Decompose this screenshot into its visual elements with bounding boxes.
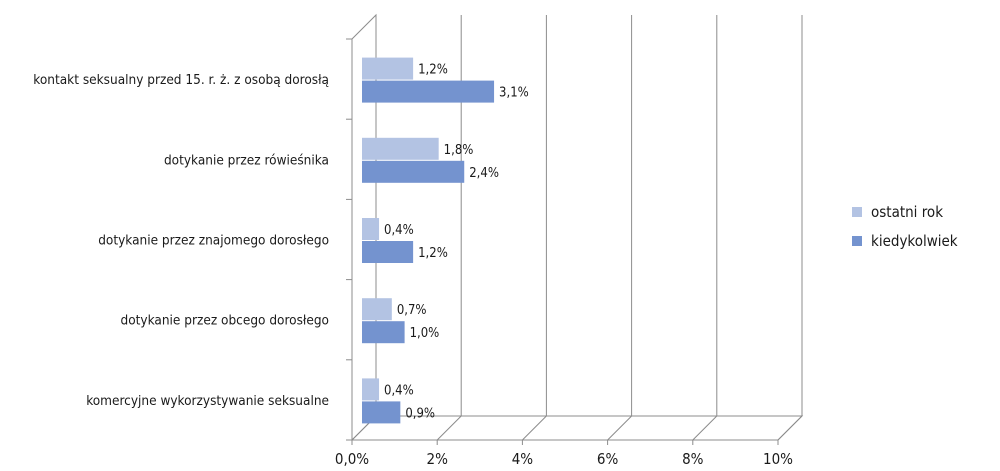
category-label: dotykanie przez znajomego dorosłego (98, 233, 329, 249)
bar-ostatni-rok (362, 298, 392, 321)
bar-kiedykolwiek (362, 160, 465, 183)
bar-kiedykolwiek (362, 241, 414, 263)
x-tick-label: 0,0% (335, 450, 369, 468)
data-labels: 1,2% 3,1% 1,8% 2,4% 0,4% 1,2% 0,7% 1,0% 0,4% 0,9% (384, 63, 529, 422)
data-label: 2,4% (469, 166, 499, 181)
data-label: 0,4% (384, 223, 414, 238)
category-label: dotykanie przez obcego dorosłego (121, 313, 329, 329)
data-label: 1,8% (444, 143, 474, 158)
data-label: 1,2% (418, 246, 448, 261)
floor-gridline (522, 415, 547, 441)
data-label: 0,7% (397, 303, 427, 318)
bar-kiedykolwiek (362, 321, 405, 344)
bar-ostatni-rok (362, 378, 380, 401)
floor-gridline (436, 415, 462, 441)
data-label: 0,4% (384, 383, 414, 398)
category-labels: kontakt seksualny przed 15. r. ż. z osob… (33, 72, 329, 409)
category-label: komercyjne wykorzystywanie seksualne (86, 393, 329, 409)
legend-label: ostatni rok (871, 203, 943, 221)
data-label: 3,1% (499, 86, 529, 101)
data-label: 1,2% (418, 63, 448, 78)
legend: ostatni rok kiedykolwiek (852, 203, 958, 250)
legend-swatch (852, 236, 862, 246)
category-label: dotykanie przez rówieśnika (164, 152, 329, 168)
x-tick-label: 2% (426, 450, 448, 468)
bar-ostatni-rok (362, 137, 439, 160)
floor-gridline (777, 415, 803, 441)
chart-walls (346, 13, 804, 442)
legend-swatch (852, 207, 862, 217)
bars (362, 57, 495, 424)
x-tick-label: 8% (682, 450, 704, 468)
bar-ostatni-rok (362, 218, 380, 240)
x-tick-label: 10% (763, 450, 793, 468)
gridlines (351, 15, 803, 445)
x-tick-labels: 0,0% 2% 4% 6% 8% 10% (335, 450, 793, 468)
bar-kiedykolwiek (362, 80, 495, 103)
legend-label: kiedykolwiek (871, 232, 958, 250)
bar-kiedykolwiek (362, 401, 401, 424)
x-tick-label: 4% (512, 450, 534, 468)
category-label: kontakt seksualny przed 15. r. ż. z osob… (33, 72, 329, 88)
data-label: 1,0% (410, 326, 440, 341)
floor-gridline (692, 415, 718, 441)
x-tick-label: 6% (597, 450, 619, 468)
data-label: 0,9% (405, 406, 435, 421)
bar-ostatni-rok (362, 57, 414, 80)
floor-gridline (607, 415, 632, 441)
